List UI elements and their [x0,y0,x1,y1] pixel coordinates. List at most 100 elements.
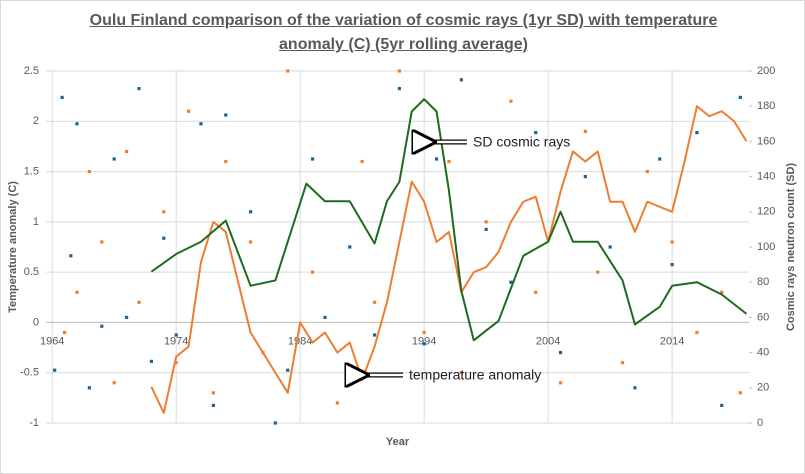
x-tick-label: 1984 [288,335,312,347]
scatter-point [695,131,699,135]
scatter-point [124,149,129,154]
y2-tick-label: 60 [757,311,769,323]
scatter-point [558,351,563,355]
scatter-point [323,315,327,319]
scatter-point [248,240,253,244]
scatter-point [372,333,377,337]
scatter-point [509,280,513,284]
y-axis-label: Temperature anomaly (C) [7,181,19,313]
scatter-point [100,240,104,244]
scatter-point [397,69,401,73]
scatter-point [69,254,73,258]
scatter-point [633,386,637,390]
scatter-point [447,159,451,164]
scatter-point [248,210,253,214]
scatter-point [695,330,699,335]
line-series [150,105,748,414]
scatter-point [738,95,742,99]
scatter-point [224,113,228,117]
y2-tick-label: 120 [757,206,775,218]
scatter-point [62,330,67,335]
annotation: SD cosmic rays [473,134,570,150]
scatter-point [186,109,191,113]
scatter-point [434,157,439,161]
scatter-point [608,245,612,249]
x-tick-label: 2004 [536,335,560,347]
scatter-point [310,270,315,274]
scatter-point [87,169,91,174]
scatter-point [484,220,488,224]
y2-tick-label: 40 [757,347,769,359]
y2-tick-label: 140 [757,171,775,183]
scatter-point [558,381,563,385]
y-tick-label: 1 [33,216,39,228]
scatter-point [149,359,153,363]
scatter-point [360,159,364,164]
scatter-point [645,169,649,174]
scatter-point [137,87,141,91]
scatter-point [720,403,724,407]
scatter-point [87,386,91,390]
line-series [150,98,748,342]
scatter-point [372,300,377,304]
scatter-point [53,368,57,372]
y2-axis-label: Cosmic rays neutron count (SD) [785,163,797,331]
scatter-point [422,342,426,346]
scatter-point [112,381,116,385]
annotation: temperature anomaly [409,367,541,383]
scatter-point [670,240,674,244]
scatter-point [335,401,339,405]
scatter-point [596,270,600,274]
y2-tick-label: 80 [757,276,769,288]
x-tick-label: 1994 [412,335,436,347]
y-tick-label: -0.5 [20,367,39,379]
scatter-point [620,361,625,365]
y2-tick-label: 0 [757,417,763,429]
x-tick-label: 1974 [164,335,188,347]
scatter-point [224,159,228,164]
scatter-point [162,236,166,240]
scatter-point [534,131,538,135]
x-tick-label: 2014 [660,335,684,347]
scatter-point [100,324,104,328]
scatter-point [422,330,426,335]
y-tick-label: 1.5 [24,165,39,177]
scatter-point [720,290,724,294]
y-tick-label: 2 [33,115,39,127]
scatter-point [583,129,587,133]
x-tick-label: 1964 [40,335,64,347]
scatter-point [459,371,463,375]
scatter-point [174,333,178,337]
y-tick-label: 0 [33,316,39,328]
scatter-point [310,157,315,161]
x-axis-label: Year [386,436,410,448]
y2-tick-label: 160 [757,135,775,147]
y2-tick-label: 20 [757,382,769,394]
scatter-point [112,157,116,161]
y2-tick-label: 180 [757,100,775,112]
scatter-point [60,95,64,99]
scatter-point [348,245,352,249]
scatter-point [459,78,463,82]
scatter-point [286,69,290,73]
scatter-point [738,391,742,395]
scatter-point [75,122,79,126]
scatter-point [583,175,587,179]
y-tick-label: 2.5 [24,65,39,77]
y2-tick-label: 200 [757,65,775,77]
scatter-point [199,122,203,126]
scatter-point [273,421,277,425]
y-tick-label: 0.5 [24,266,39,278]
scatter-point [137,300,141,304]
scatter-point [211,391,215,395]
chart-title: Oulu Finland comparison of the variation… [89,12,718,53]
y2-tick-label: 100 [757,241,775,253]
scatter-point [75,290,79,294]
scatter-point [658,157,662,161]
scatter-point [509,99,513,103]
scatter-point [124,315,129,319]
scatter-point [397,87,401,91]
scatter-point [174,361,178,365]
